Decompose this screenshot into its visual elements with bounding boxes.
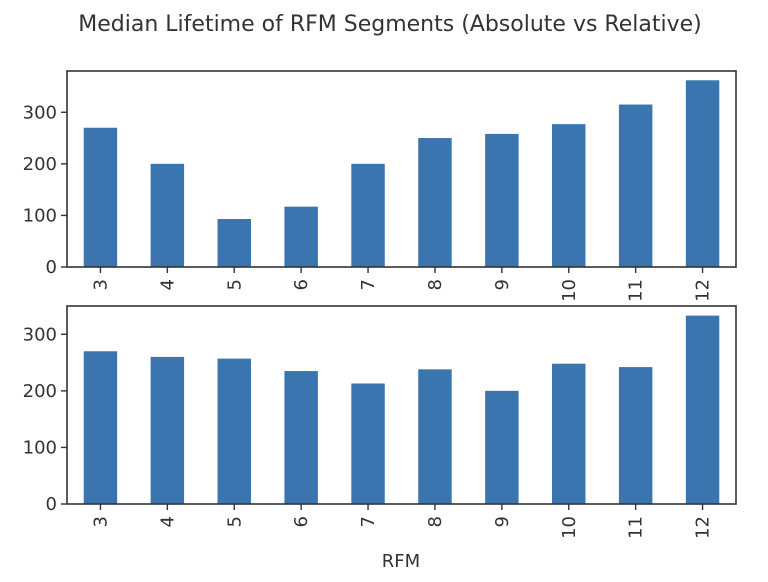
bar-7 — [351, 163, 385, 267]
bar-6 — [284, 371, 318, 504]
bar-5 — [217, 358, 251, 504]
bar-3 — [83, 127, 118, 268]
x-tick-label: 4 — [157, 279, 178, 290]
x-axis-label: RFM — [382, 551, 420, 572]
x-tick-label: 11 — [626, 516, 647, 539]
bar-11 — [618, 104, 653, 267]
y-tick-label: 0 — [46, 494, 57, 515]
x-tick-label: 5 — [224, 516, 245, 527]
x-tick-label: 8 — [425, 279, 446, 290]
x-tick-label: 9 — [492, 279, 513, 290]
bar-4 — [150, 163, 185, 267]
bar-10 — [552, 124, 586, 267]
axes-frame — [66, 305, 737, 505]
bar-3 — [83, 351, 118, 504]
bar-12 — [685, 80, 720, 267]
x-tick-label: 5 — [224, 279, 245, 290]
bar-10 — [552, 363, 586, 504]
y-tick-label: 0 — [46, 257, 57, 278]
y-tick-label: 300 — [23, 102, 57, 123]
x-tick-label: 7 — [358, 279, 379, 290]
bottom-chart-panel: 0 100 200 300 3 4 5 6 7 8 9 10 11 12 — [23, 305, 737, 539]
x-tick-label: 7 — [358, 516, 379, 527]
bar-4 — [150, 356, 185, 504]
x-tick-label: 3 — [90, 516, 111, 527]
x-tick-label: 3 — [90, 279, 111, 290]
x-tick-label: 10 — [559, 516, 580, 539]
x-tick-label: 12 — [693, 516, 714, 539]
y-tick-label: 100 — [23, 437, 57, 458]
y-tick-label: 200 — [23, 381, 57, 402]
x-tick-label: 10 — [559, 279, 580, 302]
bar-8 — [418, 369, 452, 504]
y-tick-label: 200 — [23, 154, 57, 175]
bar-9 — [485, 390, 519, 504]
top-chart-panel: 0 100 200 300 3 4 5 6 7 8 9 10 11 12 — [23, 70, 737, 302]
x-tick-label: 6 — [291, 279, 312, 290]
x-tick-label: 8 — [425, 516, 446, 527]
bar-5 — [217, 219, 251, 267]
figure-title: Median Lifetime of RFM Segments (Absolut… — [78, 12, 701, 37]
bar-11 — [618, 367, 653, 504]
axes-frame — [66, 70, 737, 268]
x-tick-label: 9 — [492, 516, 513, 527]
bar-9 — [485, 133, 519, 267]
bar-8 — [418, 138, 452, 267]
bar-12 — [685, 315, 720, 504]
x-tick-label: 4 — [157, 516, 178, 527]
x-tick-label: 12 — [693, 279, 714, 302]
bar-6 — [284, 206, 318, 267]
x-tick-label: 6 — [291, 516, 312, 527]
y-tick-label: 100 — [23, 205, 57, 226]
y-tick-label: 300 — [23, 324, 57, 345]
bar-7 — [351, 383, 385, 504]
x-tick-label: 11 — [626, 279, 647, 302]
